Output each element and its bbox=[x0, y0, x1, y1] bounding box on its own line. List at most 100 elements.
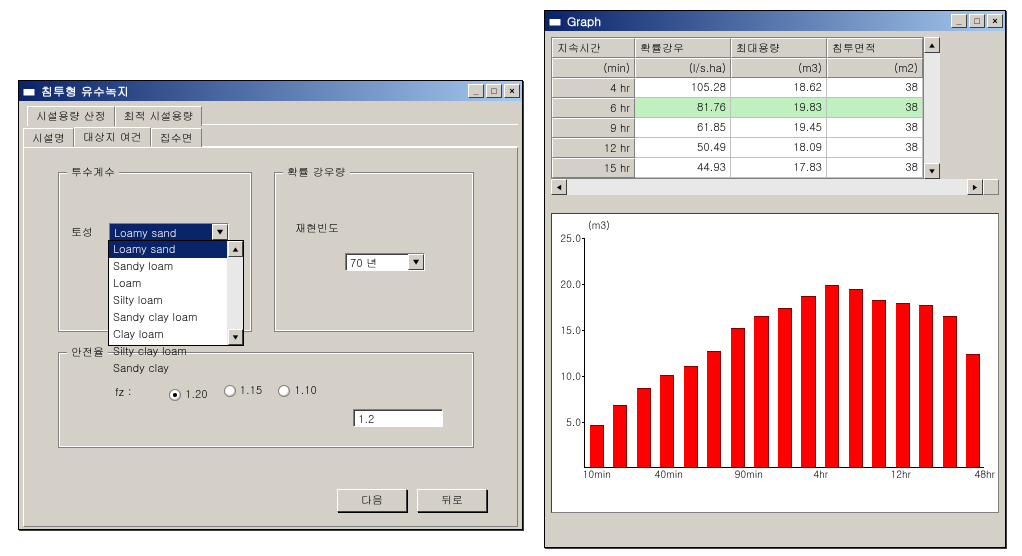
legend-permeability: 투수계수 bbox=[67, 165, 119, 180]
table-scroll-track-h[interactable] bbox=[567, 179, 967, 195]
tab-capacity-calc[interactable]: 시설용량 산정 bbox=[27, 106, 115, 126]
chart-bar bbox=[754, 316, 768, 467]
soil-option[interactable]: Sandy loam bbox=[109, 258, 243, 275]
table-cell: (m3) bbox=[731, 58, 827, 78]
next-button[interactable]: 다음 bbox=[337, 489, 407, 512]
combo-return[interactable]: 70 년 ▼ bbox=[345, 253, 425, 271]
titlebar-right[interactable]: Graph _ □ × bbox=[545, 11, 1005, 31]
maximize-button[interactable]: □ bbox=[486, 84, 502, 98]
table-cell: 19.45 bbox=[731, 118, 827, 138]
chart-bar bbox=[707, 351, 721, 467]
table-row[interactable]: 12 hr50.4918.0938 bbox=[552, 138, 923, 158]
scroll-track[interactable] bbox=[228, 257, 243, 329]
window-infiltration: 침투형 유수녹지 _ □ × 시설용량 산정 최적 시설용량 시설명 대상지 여… bbox=[18, 80, 523, 530]
minimize-button[interactable]: _ bbox=[468, 84, 484, 98]
combo-return-drop[interactable]: ▼ bbox=[408, 254, 424, 270]
table-cell: 38 bbox=[827, 98, 923, 118]
scroll-corner bbox=[983, 179, 999, 195]
tab-site-conditions[interactable]: 대상지 여건 bbox=[74, 127, 151, 147]
y-tick-label: 10.0 bbox=[555, 369, 581, 383]
label-fz: fz : bbox=[115, 385, 132, 400]
minimize-button-r[interactable]: _ bbox=[951, 14, 967, 28]
combo-soil[interactable]: Loamy sand ▼ bbox=[109, 223, 229, 241]
soil-option[interactable]: Loam bbox=[109, 275, 243, 292]
table-cell: 50.49 bbox=[635, 138, 731, 158]
chart-container: (m3) 5.010.015.020.025.010min40min90min4… bbox=[551, 213, 999, 513]
soil-option[interactable]: Clay loam bbox=[109, 326, 243, 343]
table-cell: (l/s.ha) bbox=[635, 58, 731, 78]
chart-bar bbox=[896, 303, 910, 467]
input-fz[interactable]: 1.2 bbox=[353, 409, 443, 427]
table-row[interactable]: 9 hr61.8519.4538 bbox=[552, 118, 923, 138]
chart-bar bbox=[966, 354, 980, 467]
tabpanel-site: 투수계수 토성 Loamy sand ▼ Loamy sandSandy loa… bbox=[23, 147, 518, 527]
table-row[interactable]: 6 hr81.7619.8338 bbox=[552, 98, 923, 118]
table-cell: 19.83 bbox=[731, 98, 827, 118]
table-scroll-left[interactable]: ◀ bbox=[551, 179, 567, 195]
dropdown-soil[interactable]: Loamy sandSandy loamLoamSilty loamSandy … bbox=[108, 240, 244, 346]
table-cell: (min) bbox=[552, 58, 635, 78]
table-cell: 38 bbox=[827, 78, 923, 98]
tab-optimal-capacity[interactable]: 최적 시설용량 bbox=[115, 106, 203, 126]
soil-option[interactable]: Sandy clay loam bbox=[109, 309, 243, 326]
chart-bar bbox=[919, 305, 933, 467]
vscrollbar[interactable]: ▲ ▼ bbox=[924, 37, 940, 179]
title-left: 침투형 유수녹지 bbox=[41, 83, 466, 100]
scroll-up-button[interactable]: ▲ bbox=[228, 241, 243, 257]
table-cell: (m2) bbox=[827, 58, 923, 78]
title-right: Graph bbox=[567, 13, 949, 30]
col-header[interactable]: 지속시간 bbox=[552, 38, 635, 58]
x-tick-label: 10min bbox=[583, 467, 611, 481]
y-tick-label: 25.0 bbox=[555, 231, 581, 245]
soil-option[interactable]: Loamy sand bbox=[109, 241, 243, 258]
maximize-button-r[interactable]: □ bbox=[969, 14, 985, 28]
combo-soil-drop[interactable]: ▼ bbox=[212, 224, 228, 240]
table-scroll-track-v[interactable] bbox=[924, 53, 940, 163]
table-scroll-up[interactable]: ▲ bbox=[924, 37, 940, 53]
close-button[interactable]: × bbox=[504, 84, 520, 98]
radio-fz[interactable]: 1.10 bbox=[278, 383, 317, 398]
chart-bar bbox=[778, 308, 792, 467]
table-cell: 61.85 bbox=[635, 118, 731, 138]
soil-option[interactable]: Sandy clay bbox=[109, 360, 243, 377]
table-cell: 18.62 bbox=[731, 78, 827, 98]
app-icon-graph bbox=[547, 13, 563, 29]
col-header[interactable]: 최대용량 bbox=[731, 38, 827, 58]
scroll-down-button[interactable]: ▼ bbox=[228, 329, 243, 345]
chart-bar bbox=[684, 366, 698, 467]
legend-rainfall: 확률 강우량 bbox=[283, 165, 350, 180]
y-tick-label: 5.0 bbox=[555, 415, 581, 429]
x-tick-label: 48hr bbox=[974, 467, 995, 481]
back-button[interactable]: 뒤로 bbox=[417, 489, 487, 512]
soil-option[interactable]: Silty loam bbox=[109, 292, 243, 309]
table-cell: 12 hr bbox=[552, 138, 635, 158]
tab-catchment[interactable]: 집수면 bbox=[151, 128, 202, 148]
y-tick-label: 20.0 bbox=[555, 277, 581, 291]
table-scroll-down[interactable]: ▼ bbox=[924, 163, 940, 179]
table-row[interactable]: 4 hr105.2818.6238 bbox=[552, 78, 923, 98]
group-rainfall: 확률 강우량 재현빈도 70 년 ▼ bbox=[274, 172, 474, 332]
radio-fz[interactable]: 1.15 bbox=[224, 383, 263, 398]
chart-ylabel: (m3) bbox=[588, 218, 610, 232]
chart-bar bbox=[731, 328, 745, 467]
chart-area: 5.010.015.020.025.010min40min90min4hr12h… bbox=[584, 238, 984, 468]
titlebar-left[interactable]: 침투형 유수녹지 _ □ × bbox=[19, 81, 522, 101]
data-table: 지속시간확률강우최대용량침투면적 (min)(l/s.ha)(m3)(m2)4 h… bbox=[551, 37, 924, 179]
table-cell: 38 bbox=[827, 138, 923, 158]
table-cell: 38 bbox=[827, 158, 923, 178]
col-header[interactable]: 확률강우 bbox=[635, 38, 731, 58]
table-cell: 18.09 bbox=[731, 138, 827, 158]
col-header[interactable]: 침투면적 bbox=[827, 38, 923, 58]
chart-bar bbox=[801, 296, 815, 467]
radio-fz[interactable]: 1.20 bbox=[169, 387, 208, 402]
close-button-r[interactable]: × bbox=[987, 14, 1003, 28]
table-scroll-right[interactable]: ▶ bbox=[967, 179, 983, 195]
x-tick-label: 40min bbox=[655, 467, 683, 481]
legend-safety: 안전율 bbox=[67, 345, 108, 360]
chart-bar bbox=[590, 425, 604, 467]
soil-option[interactable]: Silty clay loam bbox=[109, 343, 243, 360]
table-row[interactable]: 15 hr44.9317.8338 bbox=[552, 158, 923, 178]
window-graph: Graph _ □ × 지속시간확률강우최대용량침투면적 (min)(l/s.ha… bbox=[544, 10, 1006, 548]
tab-facility-name[interactable]: 시설명 bbox=[23, 128, 74, 148]
chart-bar bbox=[613, 405, 627, 467]
